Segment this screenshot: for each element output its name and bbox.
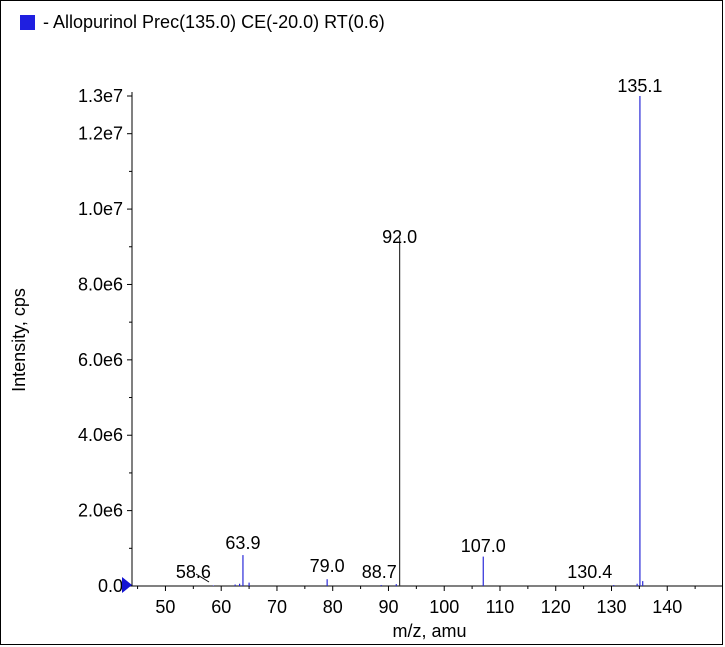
peak-label: 58.6 [176,562,211,582]
label-leader-line [195,573,210,583]
y-tick-label: 2.0e6 [78,501,123,521]
y-tick-label: 4.0e6 [78,425,123,445]
x-tick-label: 100 [429,597,459,617]
legend-swatch [20,14,35,30]
y-tick-label: 8.0e6 [78,274,123,294]
x-axis-title: m/z, amu [392,621,466,641]
x-tick-label: 120 [541,597,571,617]
x-tick-label: 70 [267,597,287,617]
x-tick-label: 60 [211,597,231,617]
y-tick-label: 1.0e7 [78,199,123,219]
peak-label: 92.0 [382,227,417,247]
y-tick-label: 0.0 [98,576,123,596]
legend-label: - Allopurinol Prec(135.0) CE(-20.0) RT(0… [43,11,385,32]
y-tick-label: 1.2e7 [78,124,123,144]
peak-label: 130.4 [567,562,612,582]
y-tick-label: 1.3e7 [78,86,123,106]
x-tick-label: 110 [486,597,515,617]
y-axis-title: Intensity, cps [9,288,29,392]
x-tick-label: 50 [155,597,175,617]
peak-label: 88.7 [362,562,397,582]
peak-label: 135.1 [617,76,662,96]
y-tick-label: 6.0e6 [78,350,123,370]
x-tick-label: 90 [378,597,398,617]
peak-label: 107.0 [461,536,506,556]
legend: - Allopurinol Prec(135.0) CE(-20.0) RT(0… [20,11,385,33]
peak-label: 79.0 [310,556,345,576]
x-tick-label: 130 [596,597,626,617]
x-tick-label: 80 [323,597,343,617]
x-tick-label: 140 [652,597,682,617]
zero-marker [122,577,132,593]
peak-label: 63.9 [225,533,260,553]
